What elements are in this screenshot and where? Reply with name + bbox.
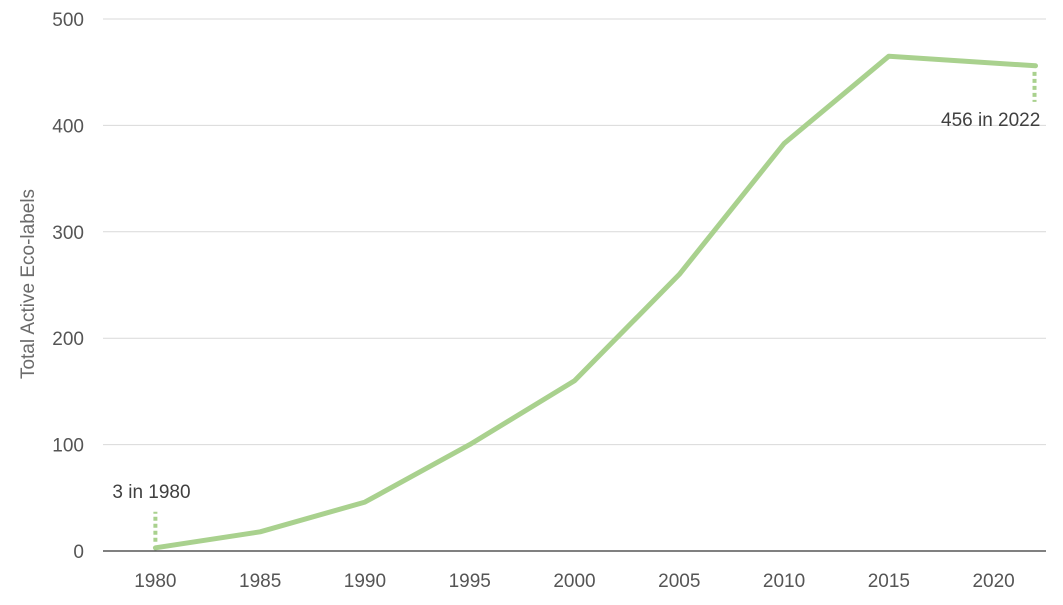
y-tick-label: 400 [52, 116, 84, 137]
x-tick-label: 1985 [239, 571, 281, 592]
annotations: 3 in 1980 456 in 2022 [112, 71, 1040, 542]
x-tick-label: 2010 [763, 571, 805, 592]
series-line-0 [152, 53, 1038, 551]
x-tick-label: 2020 [972, 571, 1014, 592]
annotation-start: 3 in 1980 [112, 482, 190, 503]
grid-lines [103, 18, 1046, 446]
x-tick-label: 2005 [658, 571, 700, 592]
y-axis-title: Total Active Eco-labels [18, 189, 39, 379]
x-tick-labels: 1980 1985 1990 1995 2000 2005 2010 2015 2020 [134, 571, 1015, 592]
y-tick-label: 200 [52, 329, 84, 350]
x-tick-label: 1995 [449, 571, 491, 592]
x-tick-label: 1980 [134, 571, 176, 592]
x-tick-label: 2000 [553, 571, 595, 592]
y-tick-labels: 0 100 200 300 400 500 [52, 10, 84, 563]
annotation-end: 456 in 2022 [941, 110, 1040, 131]
y-tick-label: 300 [52, 223, 84, 244]
y-tick-label: 500 [52, 10, 84, 31]
series-layer [152, 53, 1038, 551]
y-tick-label: 100 [52, 436, 84, 457]
x-tick-label: 1990 [344, 571, 386, 592]
x-tick-label: 2015 [868, 571, 910, 592]
y-tick-label: 0 [73, 542, 84, 563]
